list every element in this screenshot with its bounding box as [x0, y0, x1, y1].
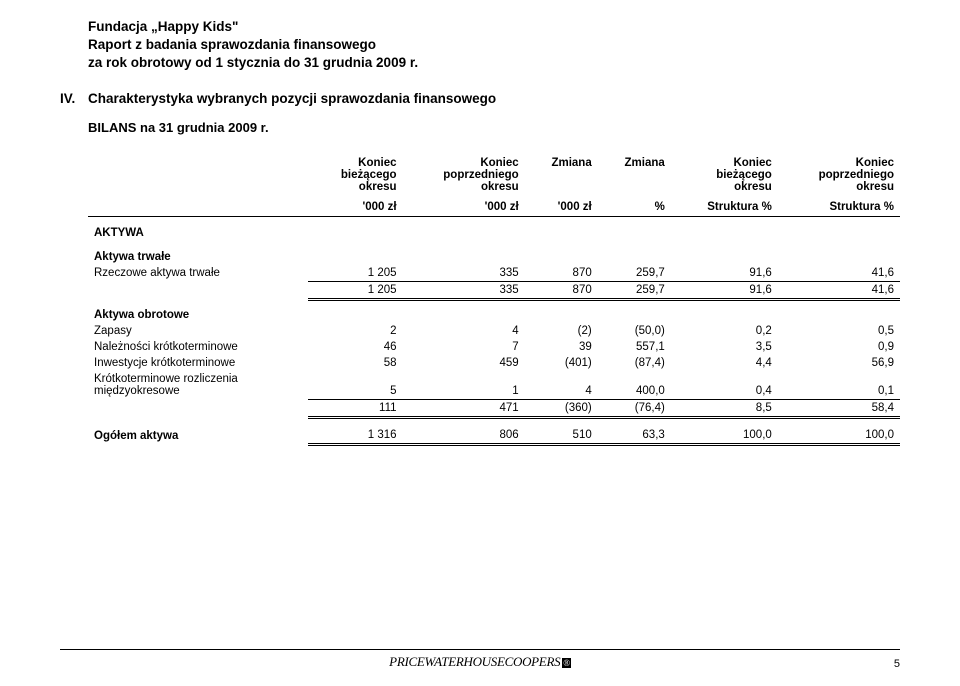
cell: 63,3	[598, 417, 671, 444]
cell: 557,1	[598, 339, 671, 355]
unit-header: %	[598, 197, 671, 217]
cell: 100,0	[671, 417, 778, 444]
cell: 0,9	[778, 339, 900, 355]
col-header: Koniecpoprzedniegookresu	[403, 155, 525, 197]
row-label: Rzeczowe aktywa trwałe	[88, 265, 308, 282]
cell: 459	[403, 355, 525, 371]
cell: (360)	[525, 399, 598, 417]
unit-header: '000 zł	[308, 197, 403, 217]
balance-table: Koniecbieżącegookresu Koniecpoprzedniego…	[88, 155, 900, 446]
cell: 335	[403, 281, 525, 299]
row-label: Inwestycje krótkoterminowe	[88, 355, 308, 371]
section-subhead: BILANS na 31 grudnia 2009 r.	[88, 120, 900, 135]
cell: 39	[525, 339, 598, 355]
cell: (76,4)	[598, 399, 671, 417]
cell: 259,7	[598, 265, 671, 282]
sum-trwale-row: 1 205 335 870 259,7 91,6 41,6	[88, 281, 900, 299]
header-line3: za rok obrotowy od 1 stycznia do 31 grud…	[88, 54, 900, 72]
cell: 2	[308, 323, 403, 339]
cell: 4,4	[671, 355, 778, 371]
cell: 4	[403, 323, 525, 339]
cell: (2)	[525, 323, 598, 339]
header-line2: Raport z badania sprawozdania finansoweg…	[88, 36, 900, 54]
logo-mark: ®	[562, 658, 571, 668]
cell: 0,2	[671, 323, 778, 339]
cell: 91,6	[671, 281, 778, 299]
table-row: Zapasy 2 4 (2) (50,0) 0,2 0,5	[88, 323, 900, 339]
table-row: Inwestycje krótkoterminowe 58 459 (401) …	[88, 355, 900, 371]
page-number: 5	[894, 658, 900, 670]
cell: 3,5	[671, 339, 778, 355]
row-label: Należności krótkoterminowe	[88, 339, 308, 355]
cell: 1	[403, 371, 525, 399]
cell: 5	[308, 371, 403, 399]
cell: 870	[525, 281, 598, 299]
col-header: Koniecbieżącegookresu	[308, 155, 403, 197]
cell: 41,6	[778, 281, 900, 299]
cell: 56,9	[778, 355, 900, 371]
logo-part: RICEWATERHOUSE	[397, 654, 505, 669]
cell: 1 205	[308, 281, 403, 299]
cell: 91,6	[671, 265, 778, 282]
unit-header: '000 zł	[403, 197, 525, 217]
row-label: Krótkoterminowe rozliczenia międzyokreso…	[88, 371, 308, 399]
cell: 806	[403, 417, 525, 444]
cell: 100,0	[778, 417, 900, 444]
cell: 111	[308, 399, 403, 417]
total-label: Ogółem aktywa	[88, 417, 308, 444]
cell: 471	[403, 399, 525, 417]
cell: 259,7	[598, 281, 671, 299]
cell: 0,1	[778, 371, 900, 399]
table-row: Rzeczowe aktywa trwałe 1 205 335 870 259…	[88, 265, 900, 282]
cell: (401)	[525, 355, 598, 371]
sum-obrotowe-row: 111 471 (360) (76,4) 8,5 58,4	[88, 399, 900, 417]
unit-header: '000 zł	[525, 197, 598, 217]
row-label: Zapasy	[88, 323, 308, 339]
footer-logo: PRICEWATERHOUSECOOPERS®	[0, 654, 960, 670]
aktywa-obrotowe-row: Aktywa obrotowe	[88, 299, 900, 323]
table-row: Krótkoterminowe rozliczenia międzyokreso…	[88, 371, 900, 399]
cell: 0,5	[778, 323, 900, 339]
col-header: Koniecpoprzedniegookresu	[778, 155, 900, 197]
total-row: Ogółem aktywa 1 316 806 510 63,3 100,0 1…	[88, 417, 900, 444]
table-header-row: Koniecbieżącegookresu Koniecpoprzedniego…	[88, 155, 900, 197]
cell: 4	[525, 371, 598, 399]
cell: 8,5	[671, 399, 778, 417]
aktywa-trwale-row: Aktywa trwałe	[88, 241, 900, 265]
cell: 870	[525, 265, 598, 282]
table-unit-row: '000 zł '000 zł '000 zł % Struktura % St…	[88, 197, 900, 217]
footer-divider	[60, 649, 900, 650]
logo-part: COOPERS	[505, 654, 561, 669]
cell: 510	[525, 417, 598, 444]
aktywa-trwale-label: Aktywa trwałe	[88, 241, 308, 265]
org-name: Fundacja „Happy Kids"	[88, 18, 900, 36]
col-header: Zmiana	[598, 155, 671, 197]
cell: 335	[403, 265, 525, 282]
aktywa-obrotowe-label: Aktywa obrotowe	[88, 299, 308, 323]
cell: 400,0	[598, 371, 671, 399]
report-header: Fundacja „Happy Kids" Raport z badania s…	[88, 18, 900, 73]
cell: 7	[403, 339, 525, 355]
cell: 58	[308, 355, 403, 371]
cell: 46	[308, 339, 403, 355]
cell: (50,0)	[598, 323, 671, 339]
unit-header: Struktura %	[671, 197, 778, 217]
col-header: Koniecbieżącegookresu	[671, 155, 778, 197]
cell: 58,4	[778, 399, 900, 417]
col-header: Zmiana	[525, 155, 598, 197]
section-heading: IV. Charakterystyka wybranych pozycji sp…	[60, 91, 900, 106]
aktywa-row: AKTYWA	[88, 216, 900, 241]
unit-header: Struktura %	[778, 197, 900, 217]
section-title: Charakterystyka wybranych pozycji sprawo…	[88, 91, 496, 106]
cell: 41,6	[778, 265, 900, 282]
table-row: Należności krótkoterminowe 46 7 39 557,1…	[88, 339, 900, 355]
section-roman: IV.	[60, 91, 88, 106]
logo-part: P	[389, 654, 397, 669]
cell: 0,4	[671, 371, 778, 399]
cell: (87,4)	[598, 355, 671, 371]
cell: 1 316	[308, 417, 403, 444]
aktywa-label: AKTYWA	[88, 216, 308, 241]
cell: 1 205	[308, 265, 403, 282]
